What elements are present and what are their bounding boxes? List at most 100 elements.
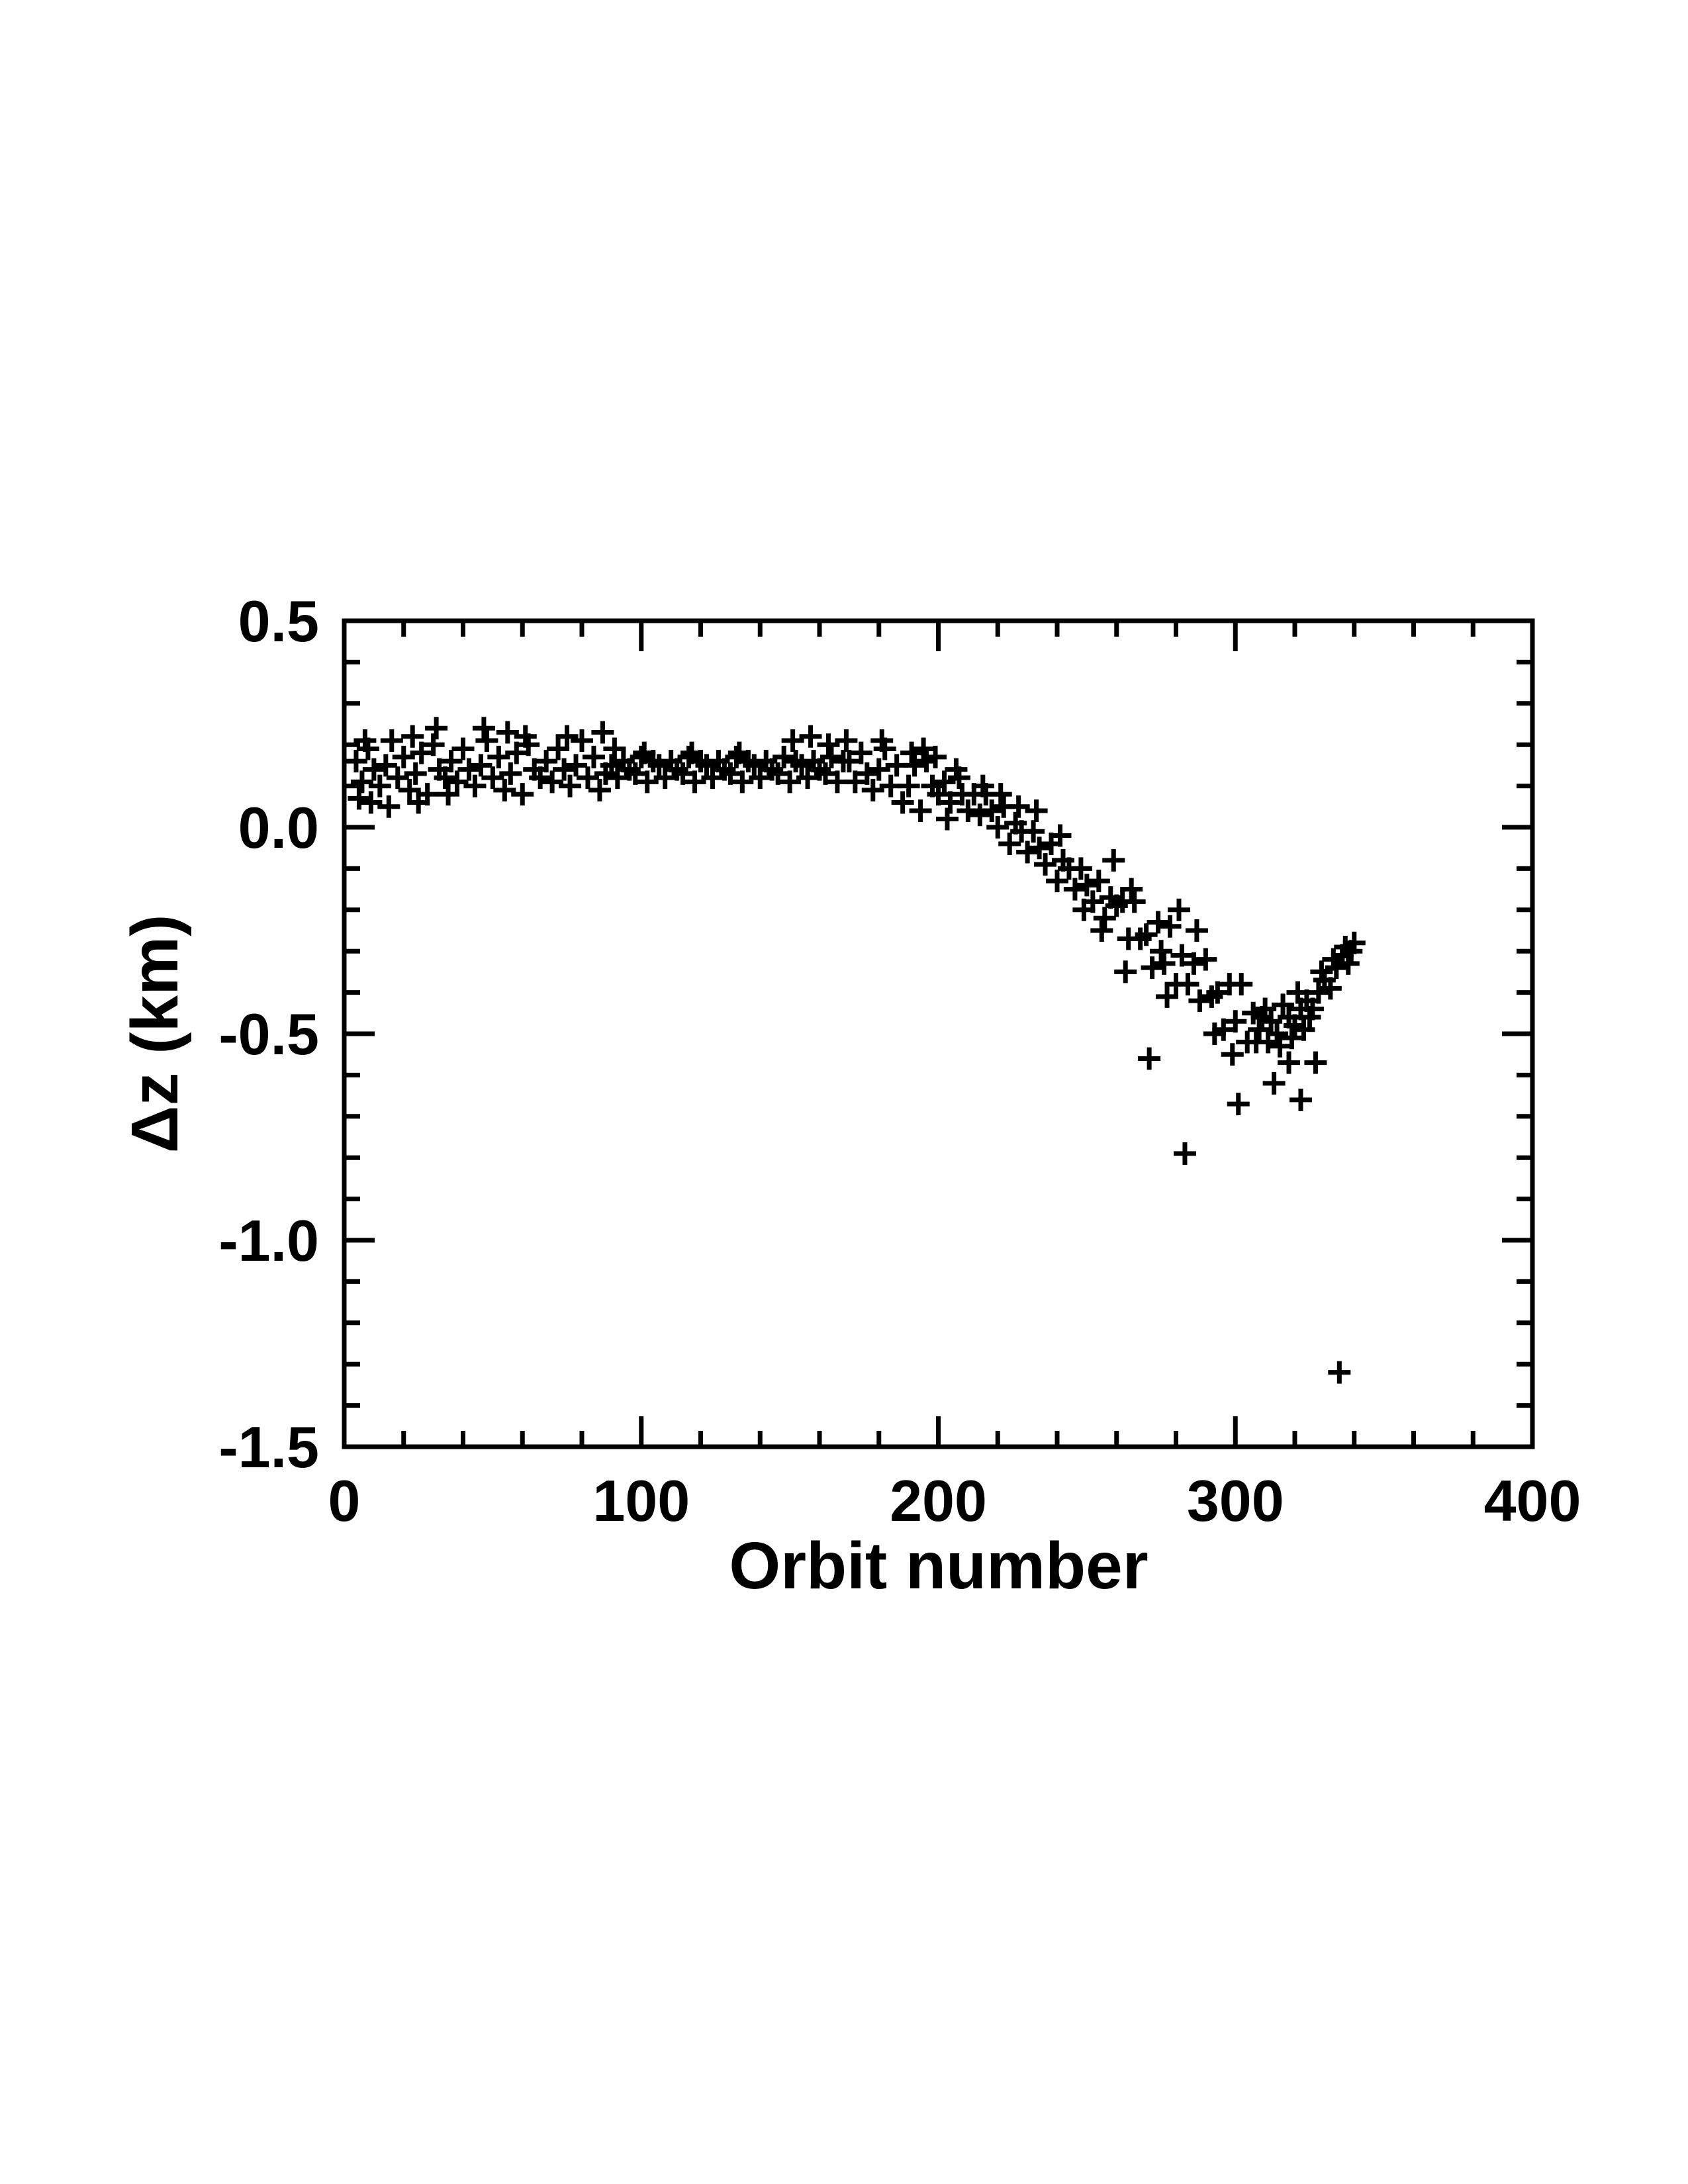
data-point-marker	[353, 729, 377, 752]
data-point-marker	[778, 770, 802, 794]
data-point-marker	[1063, 878, 1086, 901]
data-point-marker	[606, 766, 629, 790]
data-point-marker	[496, 721, 519, 744]
data-point-marker	[1170, 944, 1194, 967]
data-point-marker	[814, 762, 837, 785]
data-point-marker	[1230, 973, 1253, 996]
data-point-marker	[701, 766, 724, 790]
data-point-marker	[749, 766, 772, 790]
data-point-marker	[553, 758, 576, 781]
data-point-marker	[855, 762, 878, 785]
data-point-marker	[1310, 960, 1333, 983]
data-point-marker	[796, 766, 820, 790]
data-point-marker	[1141, 956, 1164, 979]
data-point-marker	[781, 729, 804, 752]
data-point-marker	[600, 754, 623, 777]
data-point-marker	[1152, 952, 1176, 975]
data-point-marker	[986, 816, 1009, 839]
data-point-marker	[773, 745, 796, 768]
data-point-marker	[1016, 841, 1039, 864]
data-point-marker	[1289, 1088, 1312, 1111]
data-point-marker	[472, 717, 495, 740]
data-point-marker	[1244, 1030, 1268, 1054]
data-point-marker	[487, 745, 510, 768]
data-point-marker	[947, 766, 970, 790]
data-point-marker	[933, 770, 956, 794]
data-point-marker	[1075, 874, 1098, 897]
data-point-marker	[677, 745, 700, 768]
y-axis-title: Δz (km)	[118, 915, 192, 1154]
data-point-marker	[445, 770, 469, 794]
data-point-marker	[1278, 1051, 1301, 1074]
data-point-marker	[463, 774, 487, 797]
data-point-marker	[1167, 898, 1190, 921]
data-point-marker	[565, 754, 588, 777]
data-point-marker	[1156, 985, 1179, 1008]
y-tick-label: 0.5	[238, 588, 319, 654]
data-point-marker	[1087, 870, 1110, 893]
data-point-marker	[1028, 837, 1051, 860]
data-point-marker	[440, 750, 463, 773]
data-point-marker	[731, 770, 754, 794]
data-point-marker	[719, 762, 742, 785]
data-point-marker	[870, 729, 894, 752]
data-point-marker	[493, 778, 516, 801]
y-tick-label: -1.5	[218, 1414, 319, 1480]
data-point-marker	[401, 725, 424, 748]
data-point-marker	[1262, 1071, 1286, 1095]
data-point-marker	[1227, 1093, 1250, 1116]
data-point-marker	[529, 766, 552, 790]
data-point-marker	[475, 729, 498, 752]
data-point-marker	[1093, 907, 1116, 930]
data-point-marker	[820, 745, 843, 768]
data-point-marker	[571, 729, 593, 752]
data-point-marker	[603, 737, 626, 760]
data-point-marker	[998, 832, 1021, 855]
data-point-marker	[576, 766, 599, 790]
data-point-marker	[469, 754, 492, 777]
data-point-marker	[547, 737, 570, 760]
data-point-marker	[1034, 853, 1057, 876]
data-point-marker	[653, 766, 677, 790]
data-point-marker	[843, 770, 867, 794]
data-point-marker	[1248, 1018, 1271, 1041]
data-point-marker	[1298, 1006, 1321, 1029]
data-point-marker	[359, 791, 383, 814]
data-point-marker	[849, 741, 872, 764]
data-point-marker	[582, 745, 605, 768]
data-point-marker	[1280, 1026, 1303, 1050]
data-point-marker	[1340, 940, 1363, 963]
data-point-marker	[909, 799, 932, 823]
data-point-marker	[505, 741, 528, 764]
data-point-marker	[867, 758, 890, 781]
data-point-marker	[1182, 952, 1205, 975]
data-point-marker	[437, 783, 460, 806]
data-point-marker	[837, 750, 861, 773]
data-point-marker	[1206, 981, 1229, 1004]
data-point-marker	[1150, 940, 1173, 963]
data-point-marker	[499, 762, 522, 785]
data-point-marker	[1328, 1361, 1351, 1384]
x-tick-label: 0	[328, 1468, 361, 1533]
data-point-marker	[1007, 795, 1030, 818]
data-point-marker	[1250, 1006, 1274, 1029]
data-point-marker	[935, 807, 959, 831]
data-point-marker	[374, 754, 397, 777]
data-point-marker	[1176, 973, 1199, 996]
data-point-marker	[481, 766, 504, 790]
data-point-marker	[555, 725, 579, 748]
data-point-marker	[511, 783, 534, 806]
data-point-marker	[348, 787, 371, 810]
data-point-marker	[380, 729, 403, 752]
data-point-marker	[903, 754, 926, 777]
data-point-marker	[1046, 870, 1068, 893]
data-point-marker	[1194, 948, 1217, 971]
data-point-marker	[861, 778, 884, 801]
data-point-marker	[541, 770, 564, 794]
y-tick-label: -0.5	[218, 1001, 319, 1067]
data-point-marker	[939, 791, 962, 814]
data-point-marker	[927, 783, 950, 806]
data-point-marker	[422, 733, 445, 756]
